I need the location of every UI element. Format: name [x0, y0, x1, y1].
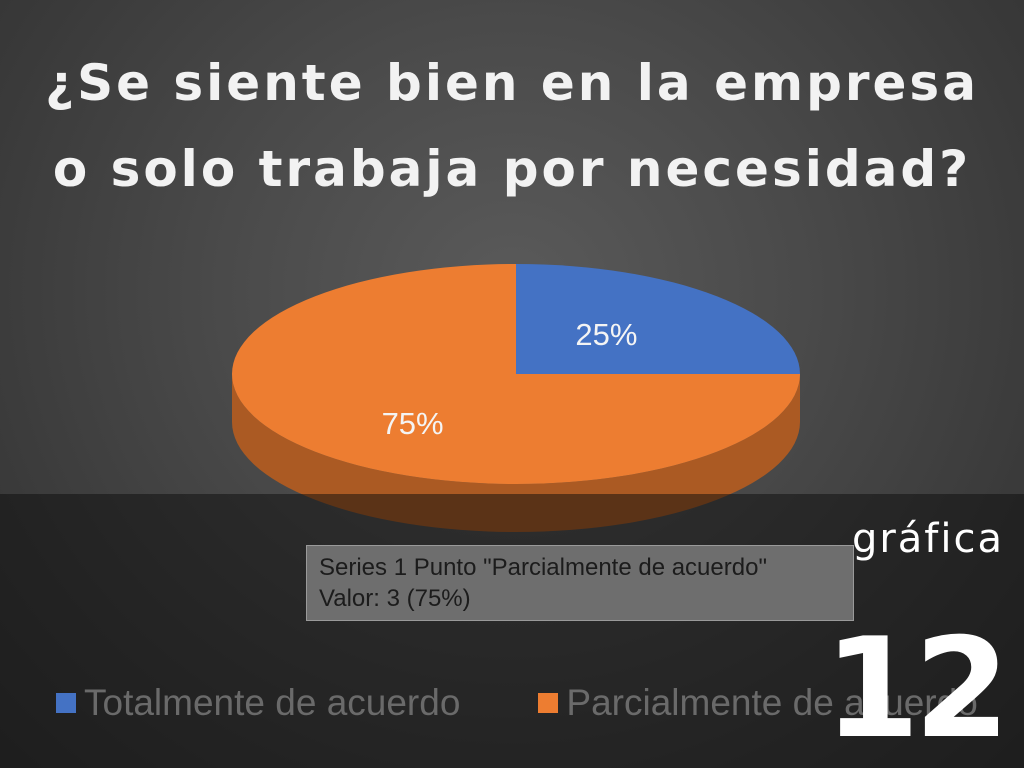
- legend-label: Parcialmente de acuerdo: [566, 682, 978, 723]
- legend-swatch-orange: [538, 693, 559, 713]
- data-point-tooltip: Series 1 Punto "Parcialmente de acuerdo"…: [306, 545, 854, 621]
- legend-item-parcialmente[interactable]: Parcialmente de acuerdo: [538, 682, 978, 724]
- legend-item-totalmente[interactable]: Totalmente de acuerdo: [56, 682, 460, 724]
- tooltip-series-line: Series 1 Punto "Parcialmente de acuerdo": [319, 554, 767, 581]
- legend-label: Totalmente de acuerdo: [84, 682, 461, 723]
- tooltip-value-line: Valor: 3 (75%): [319, 585, 471, 612]
- pie-data-labels: 25% 75%: [382, 317, 638, 441]
- caption-overlay-band: [0, 494, 1024, 768]
- pie-side-wall: [232, 374, 800, 532]
- pie-slice-0[interactable]: [516, 264, 800, 374]
- pie-data-label-0: 25%: [575, 317, 637, 352]
- caption-number: 12: [823, 608, 1010, 768]
- pie-side-slice-1: [232, 374, 800, 532]
- legend-swatch-blue: [56, 693, 76, 713]
- pie-data-label-1: 75%: [382, 406, 444, 441]
- pie-slice-1[interactable]: [232, 264, 800, 484]
- title-line-1: ¿Se siente bien en la empresa: [45, 54, 979, 112]
- pie-top-face: [232, 264, 800, 484]
- chart-legend: Totalmente de acuerdo Parcialmente de ac…: [56, 678, 1024, 728]
- chart-title: ¿Se siente bien en la empresa o solo tra…: [0, 40, 1024, 212]
- title-line-2: o solo trabaja por necesidad?: [52, 140, 972, 198]
- caption-label: gráfica: [851, 516, 1004, 562]
